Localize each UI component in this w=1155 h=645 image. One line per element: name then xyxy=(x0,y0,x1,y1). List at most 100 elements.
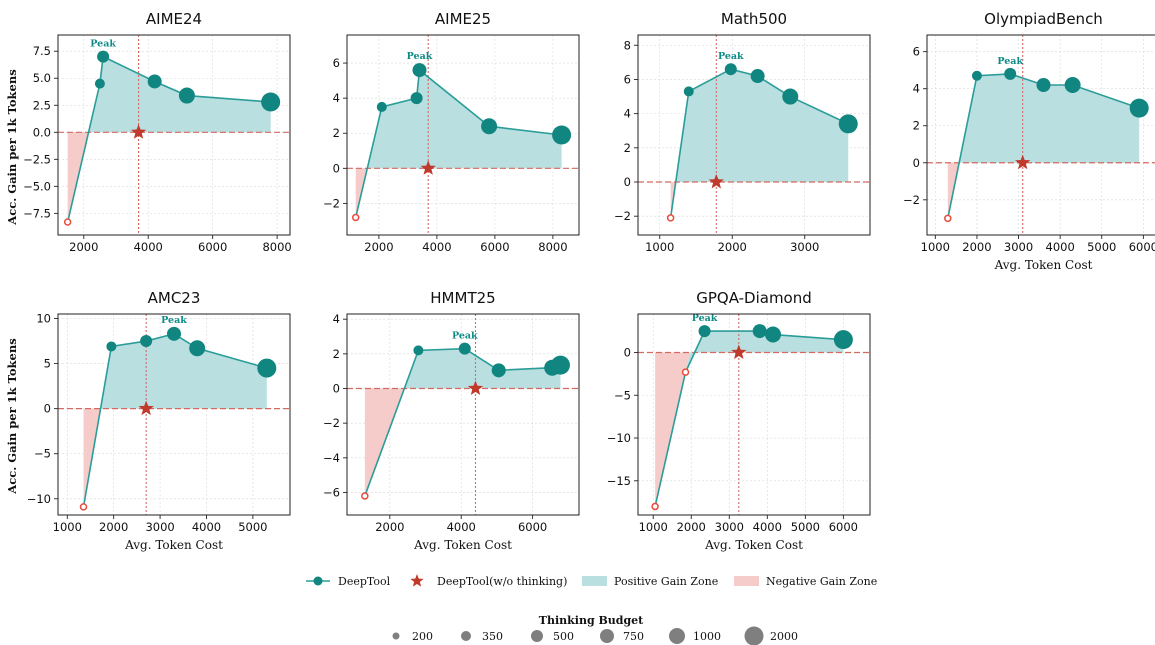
legend-item-positive: Positive Gain Zone xyxy=(582,575,718,588)
no-thinking-star xyxy=(138,400,154,416)
x-tick-label: 4000 xyxy=(422,240,451,254)
y-tick-label: 4 xyxy=(333,312,340,326)
data-point xyxy=(257,358,277,378)
x-tick-label: 1000 xyxy=(639,520,668,534)
data-point-negative xyxy=(361,492,369,500)
no-thinking-star xyxy=(708,174,724,189)
data-point-negative xyxy=(63,218,72,226)
y-tick-label: 2 xyxy=(333,126,340,140)
positive-gain-zone xyxy=(685,331,844,373)
peak-label: Peak xyxy=(407,51,433,62)
y-tick-label: 7.5 xyxy=(33,44,51,58)
budget-label-1000: 1000 xyxy=(693,630,721,643)
y-tick-label: −2 xyxy=(903,193,920,207)
legend-negative-label: Negative Gain Zone xyxy=(766,575,877,588)
x-tick-label: 3000 xyxy=(715,520,744,534)
x-tick-label: 1000 xyxy=(645,240,674,254)
no-thinking-star xyxy=(420,160,436,175)
x-tick-label: 5000 xyxy=(1087,240,1116,254)
x-tick-label: 2000 xyxy=(375,520,404,534)
legend-positive-label: Positive Gain Zone xyxy=(614,575,718,588)
data-point xyxy=(550,355,570,375)
data-point xyxy=(552,125,572,145)
legend-negative-patch xyxy=(734,576,759,586)
data-point xyxy=(106,341,117,352)
y-tick-label: 8 xyxy=(624,38,631,52)
y-axis-label-top: Acc. Gain per 1k Tokens xyxy=(5,69,19,225)
panel-title: AIME25 xyxy=(435,10,491,28)
x-tick-label: 4000 xyxy=(134,240,163,254)
panel-plot-area xyxy=(58,35,290,235)
legend-deeptool-marker xyxy=(313,576,323,586)
panel-frame xyxy=(57,313,291,516)
x-axis-label: Avg. Token Cost xyxy=(124,538,223,552)
x-tick-label: 6000 xyxy=(480,240,509,254)
panel-plot-area xyxy=(927,35,1155,235)
budget-label-200: 200 xyxy=(412,630,433,643)
peak-label: Peak xyxy=(718,51,744,62)
panel-frame xyxy=(346,34,580,236)
budget-marker-2000 xyxy=(744,626,764,645)
panel-aime24: Peak 2000 4000 6000 8000 −7.5 −5.0 −2.5 0.0 2.5 5.… xyxy=(23,10,292,254)
x-tick-label: 1000 xyxy=(53,520,82,534)
data-point xyxy=(765,326,782,343)
legend: DeepTool DeepTool(w/o thinking) Positive… xyxy=(306,574,877,645)
legend-item-star: DeepTool(w/o thinking) xyxy=(410,574,567,588)
no-thinking-star xyxy=(130,124,147,139)
no-thinking-star xyxy=(467,380,484,395)
budget-label-500: 500 xyxy=(553,630,574,643)
budget-label-2000: 2000 xyxy=(770,630,798,643)
y-tick-label: −10 xyxy=(27,492,51,506)
data-point-negative xyxy=(79,503,88,511)
y-tick-label: 6 xyxy=(913,45,920,59)
budget-marker-750 xyxy=(600,629,614,643)
y-tick-label: 10 xyxy=(36,312,51,326)
y-tick-label: −2 xyxy=(323,416,340,430)
x-tick-label: 2000 xyxy=(99,520,128,534)
data-point xyxy=(724,63,737,76)
y-tick-label: 0 xyxy=(624,345,631,359)
panel-title: OlympiadBench xyxy=(984,10,1103,28)
data-point xyxy=(752,324,767,339)
y-tick-label: 6 xyxy=(333,56,340,70)
panel-plot-area xyxy=(638,314,870,515)
y-tick-label: 5 xyxy=(44,357,51,371)
budget-marker-500 xyxy=(531,630,543,642)
panel-title: AIME24 xyxy=(146,10,202,28)
data-point xyxy=(178,87,195,104)
data-point xyxy=(147,74,162,89)
panel-hmmt25: Peak 2000 4000 6000 −6 −4 −2 0 2 4 HMMT25 Avg. Toke… xyxy=(323,289,580,552)
x-tick-label: 2000 xyxy=(364,240,393,254)
panel-math500: Peak 1000 2000 3000 −2 0 2 4 6 8 Math500 xyxy=(614,10,871,254)
y-tick-label: −10 xyxy=(607,431,631,445)
data-point xyxy=(261,92,281,112)
legend-positive-patch xyxy=(582,576,607,586)
data-point xyxy=(458,342,471,355)
y-tick-label: 6 xyxy=(624,72,631,86)
data-point xyxy=(376,101,387,112)
x-tick-label: 6000 xyxy=(198,240,227,254)
series-line xyxy=(669,68,849,219)
y-tick-label: −5 xyxy=(614,388,631,402)
data-point xyxy=(683,86,694,97)
y-tick-label: 2 xyxy=(333,347,340,361)
y-tick-label: −15 xyxy=(607,474,631,488)
y-tick-label: −4 xyxy=(323,451,340,465)
panel-title: Math500 xyxy=(721,10,787,28)
data-point xyxy=(1129,98,1149,118)
data-point xyxy=(491,363,506,378)
peak-label: Peak xyxy=(692,313,718,324)
x-axis-label: Avg. Token Cost xyxy=(413,538,512,552)
y-tick-label: 4 xyxy=(624,107,631,121)
panel-title: AMC23 xyxy=(148,289,201,307)
data-point xyxy=(838,114,858,134)
panel-frame xyxy=(57,34,291,236)
y-tick-label: 4 xyxy=(333,91,340,105)
series-line xyxy=(947,73,1140,219)
y-tick-label: 0.0 xyxy=(33,125,51,139)
x-tick-label: 1000 xyxy=(921,240,950,254)
peak-label: Peak xyxy=(452,331,478,342)
positive-gain-zone xyxy=(959,73,1140,163)
panel-frame xyxy=(926,34,1155,236)
panel-olympiadbench: Peak 1000 2000 3000 4000 5000 6000 −2 0 2 4 6 Olympi… xyxy=(903,10,1155,272)
